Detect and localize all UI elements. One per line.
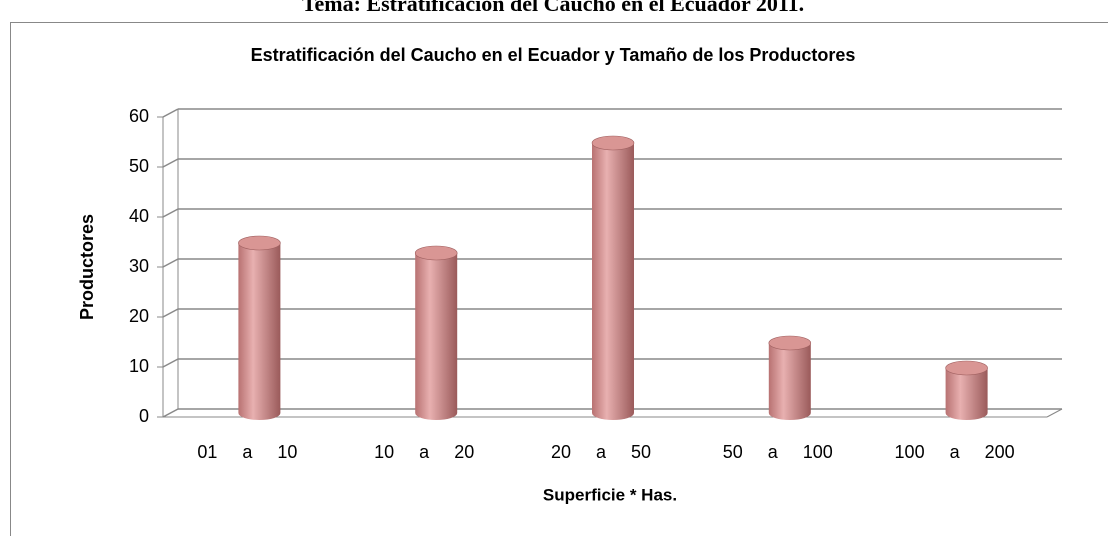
chart-title: Estratificación del Caucho en el Ecuador… xyxy=(251,45,856,65)
y-axis-label: Productores xyxy=(77,214,97,320)
x-tick-label: 100 a 200 xyxy=(895,442,1015,462)
grid-line xyxy=(162,208,179,218)
y-tick-label: 40 xyxy=(129,206,149,226)
bar-body xyxy=(415,253,458,421)
floor-right xyxy=(1046,408,1063,418)
bar xyxy=(945,360,988,421)
bar-cap xyxy=(591,135,635,151)
y-tick-label: 20 xyxy=(129,306,149,326)
y-tick-label: 50 xyxy=(129,156,149,176)
grid-line xyxy=(162,358,179,368)
bar xyxy=(768,335,812,421)
bar xyxy=(238,235,281,421)
bar-cap xyxy=(414,245,458,261)
bar-cap xyxy=(945,360,988,376)
bar-body xyxy=(592,143,634,420)
x-axis-label: Superficie * Has. xyxy=(543,485,677,504)
bar-cap xyxy=(768,335,812,351)
y-tick-label: 60 xyxy=(129,106,149,126)
grid-line xyxy=(162,108,179,118)
grid-line xyxy=(162,158,179,168)
x-tick-label: 50 a 100 xyxy=(723,442,833,462)
chart-frame xyxy=(10,22,1108,536)
y-tick-label: 30 xyxy=(129,256,149,276)
x-tick-label: 01 a 10 xyxy=(197,442,297,462)
page-title: Tema: Estratificación del Caucho en el E… xyxy=(302,0,804,16)
bar-body xyxy=(238,243,281,421)
y-tick-label: 10 xyxy=(129,356,149,376)
bar-body xyxy=(945,368,988,421)
x-tick-label: 10 a 20 xyxy=(374,442,474,462)
grid-line xyxy=(162,408,179,418)
y-tick-label: 0 xyxy=(139,406,149,426)
bar xyxy=(414,245,458,421)
x-tick-label: 20 a 50 xyxy=(551,442,651,462)
bar-cap xyxy=(238,235,281,251)
grid-line xyxy=(162,308,179,318)
bar xyxy=(591,135,635,420)
bar-body xyxy=(768,343,811,421)
grid-line xyxy=(162,258,179,268)
